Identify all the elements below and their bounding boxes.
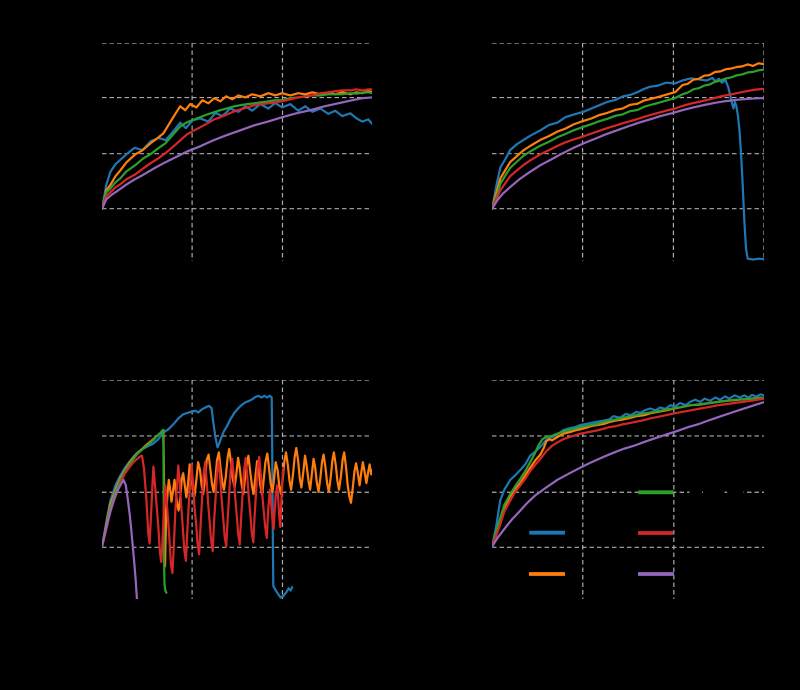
series-line-red xyxy=(491,87,764,210)
series-line-blue xyxy=(491,76,764,261)
axes-top-left xyxy=(101,42,373,261)
axes-bottom-left xyxy=(101,380,373,600)
series-line-red xyxy=(101,87,373,210)
subplot-bottom-left xyxy=(101,380,373,600)
series-line-green xyxy=(491,68,764,210)
series-line-blue xyxy=(101,394,293,599)
series-line-orange xyxy=(491,396,765,548)
series-line-red xyxy=(491,397,765,548)
subplot-top-right xyxy=(491,42,764,261)
series-line-purple xyxy=(491,96,764,210)
series-line-purple xyxy=(491,400,765,548)
series-line-orange xyxy=(101,89,373,210)
series-line-red xyxy=(101,454,285,575)
series-line-green xyxy=(491,396,765,548)
axes-bottom-right xyxy=(491,380,765,600)
series-line-green xyxy=(101,90,373,210)
series-line-orange xyxy=(101,428,373,568)
series-line-blue xyxy=(101,101,373,210)
series-line-purple xyxy=(101,95,373,210)
series-line-orange xyxy=(491,61,764,210)
subplot-bottom-right xyxy=(491,380,765,600)
subplot-top-left xyxy=(101,42,373,261)
series-line-purple xyxy=(101,478,138,600)
axes-top-right xyxy=(491,42,764,261)
